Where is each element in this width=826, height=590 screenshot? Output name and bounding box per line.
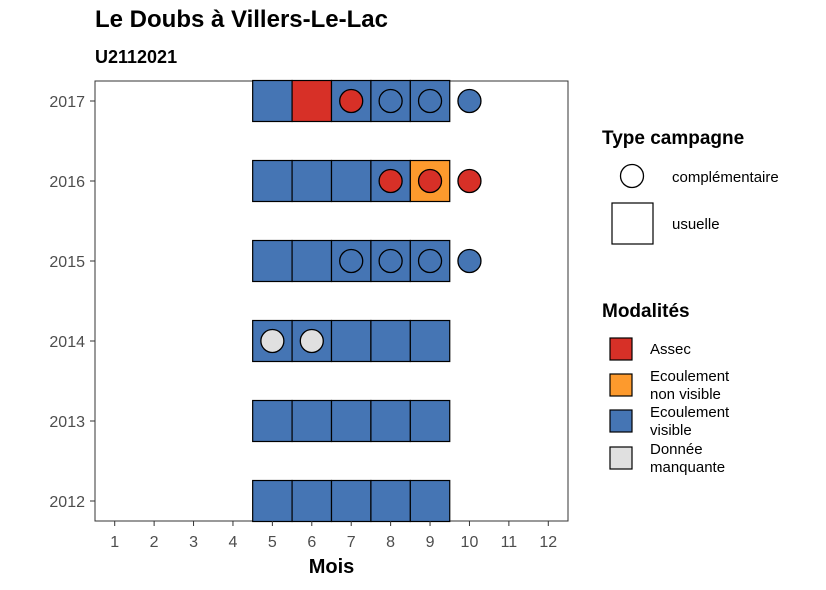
legend-circle-symbol [619, 163, 645, 189]
legend-modalite-label: Assec [650, 341, 691, 358]
tile-usuelle [252, 399, 293, 443]
legend-modalite-key [609, 337, 633, 361]
y-tick-label: 2012 [49, 494, 85, 511]
tile-usuelle [330, 159, 372, 203]
legend-modalite-key [609, 373, 633, 397]
tile-usuelle [330, 399, 372, 443]
x-tick-label: 5 [268, 534, 277, 551]
tile-usuelle [370, 479, 411, 523]
chart-subtitle: U2112021 [95, 47, 178, 67]
tile-usuelle [409, 399, 451, 443]
tile-usuelle [409, 319, 451, 363]
tile-usuelle [370, 239, 411, 283]
tile-usuelle [370, 399, 411, 443]
point-complementaire [417, 168, 443, 194]
tile-usuelle [252, 239, 293, 283]
tile-usuelle [291, 79, 333, 123]
x-tick-label: 8 [386, 534, 395, 551]
point-complementaire [378, 88, 403, 114]
point-complementaire [339, 88, 364, 114]
point-complementaire [417, 248, 443, 274]
y-tick-label: 2017 [49, 94, 85, 111]
legend-type-label: usuelle [672, 216, 720, 233]
tile-usuelle [252, 479, 293, 523]
x-tick-label: 4 [229, 534, 238, 551]
tile-usuelle [291, 399, 333, 443]
tile-usuelle [330, 319, 372, 363]
y-tick-label: 2016 [49, 174, 85, 191]
legend-modalites-title: Modalités [602, 301, 690, 322]
y-tick-label: 2013 [49, 414, 85, 431]
tile-usuelle [409, 479, 451, 523]
point-complementaire [457, 88, 482, 114]
y-tick-label: 2014 [49, 334, 85, 351]
plot-panel [94, 80, 569, 522]
legend-modalite-label: Donnée manquante [650, 441, 725, 476]
legend-modalite-label: Ecoulement non visible [650, 368, 730, 403]
x-tick-label: 7 [347, 534, 356, 551]
x-tick-label: 12 [539, 534, 557, 551]
tile-usuelle [291, 239, 333, 283]
point-complementaire [457, 168, 482, 194]
x-tick-label: 11 [501, 534, 518, 551]
tile-usuelle [370, 159, 411, 203]
point-complementaire [339, 248, 364, 274]
tile-usuelle [330, 479, 372, 523]
tile-usuelle [252, 79, 293, 123]
legend-square-symbol [611, 202, 654, 245]
point-complementaire [378, 168, 403, 194]
point-complementaire [378, 248, 403, 274]
x-tick-label: 3 [189, 534, 198, 551]
y-tick-label: 2015 [49, 254, 85, 271]
legend-modalite-key [609, 409, 633, 433]
x-axis-label: Mois [309, 556, 355, 578]
tile-usuelle [291, 159, 333, 203]
point-complementaire [260, 328, 285, 354]
point-complementaire [299, 328, 324, 354]
x-tick-label: 1 [110, 534, 119, 551]
legend-type-title: Type campagne [602, 128, 744, 149]
point-complementaire [457, 248, 482, 274]
tile-usuelle [252, 159, 293, 203]
tile-usuelle [291, 479, 333, 523]
legend-modalite-label: Ecoulement visible [650, 404, 730, 439]
x-tick-label: 6 [307, 534, 316, 551]
legend-modalite-key [609, 446, 633, 470]
x-tick-label: 10 [461, 534, 479, 551]
chart-title: Le Doubs à Villers-Le-Lac [95, 6, 388, 33]
tile-usuelle [370, 319, 411, 363]
x-tick-label: 2 [150, 534, 159, 551]
point-complementaire [417, 88, 443, 114]
legend-type-label: complémentaire [672, 169, 779, 186]
x-tick-label: 9 [426, 534, 435, 551]
